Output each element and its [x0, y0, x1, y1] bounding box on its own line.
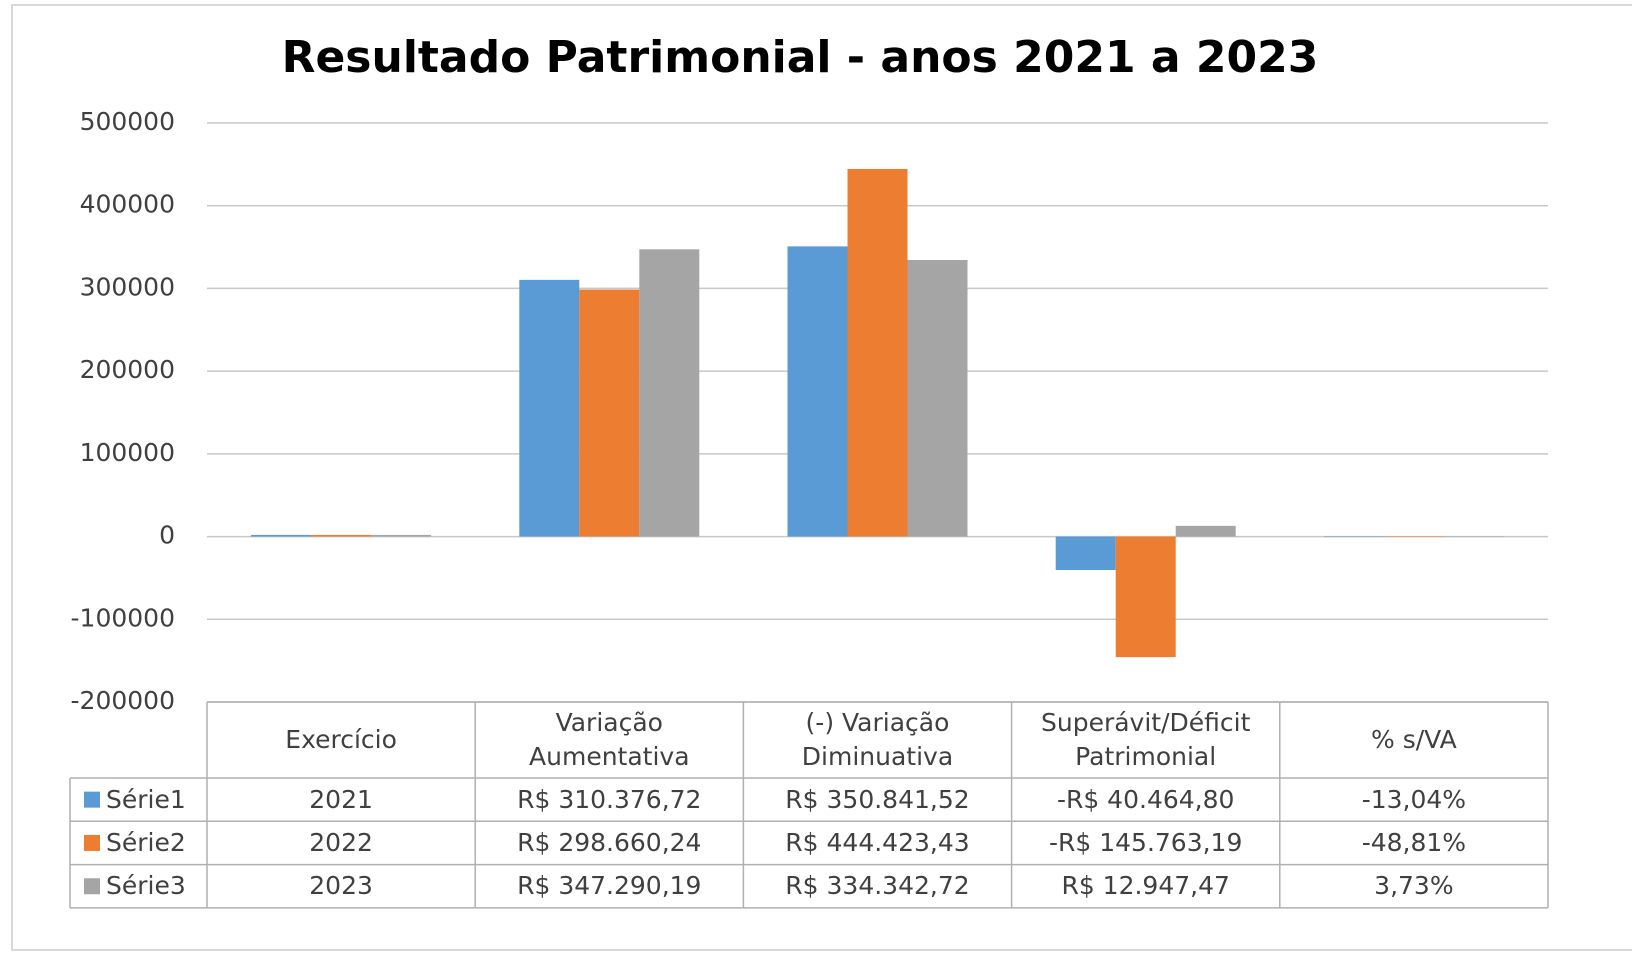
data-label: R$ 444.423,43 — [785, 827, 970, 857]
x-tick-label: % s/VA — [1371, 725, 1457, 754]
bar — [371, 534, 432, 537]
bar — [1443, 536, 1504, 538]
bar — [1323, 536, 1384, 538]
legend-swatch — [84, 791, 100, 808]
data-label: -48,81% — [1361, 827, 1467, 857]
data-label: R$ 334.342,72 — [785, 871, 970, 901]
y-tick-label: 200000 — [80, 355, 175, 384]
bar — [519, 279, 580, 537]
y-tick-label: -200000 — [71, 686, 175, 715]
y-tick-label: 100000 — [80, 438, 175, 467]
data-label: -R$ 40.464,80 — [1056, 784, 1235, 814]
y-tick-label: -100000 — [71, 603, 175, 632]
bar — [1383, 536, 1444, 538]
bar — [251, 534, 312, 537]
data-label: 2022 — [309, 827, 373, 857]
data-label: 2021 — [309, 784, 373, 814]
x-tick-label: Variação Aumentativa — [529, 708, 690, 771]
chart-title: Resultado Patrimonial - anos 2021 a 2023 — [282, 32, 1319, 83]
data-label: R$ 12.947,47 — [1061, 871, 1230, 901]
legend-label: Série1 — [106, 784, 186, 814]
data-label: -R$ 145.763,19 — [1048, 827, 1243, 857]
legend-swatch — [84, 878, 100, 895]
bar — [907, 260, 968, 537]
bar — [1175, 525, 1236, 537]
bar — [579, 289, 640, 537]
data-label: R$ 310.376,72 — [517, 784, 702, 814]
legend-label: Série2 — [106, 827, 186, 857]
data-label: -13,04% — [1361, 784, 1467, 814]
bar — [311, 534, 372, 537]
bar — [1115, 536, 1176, 658]
y-tick-label: 400000 — [80, 190, 175, 219]
x-tick-label: Superávit/Déficit Patrimonial — [1040, 708, 1251, 771]
y-tick-label: 0 — [159, 521, 175, 550]
data-label: R$ 298.660,24 — [517, 827, 702, 857]
x-tick-label: Exercício — [285, 725, 397, 754]
bar — [639, 249, 700, 537]
legend-label: Série3 — [106, 871, 186, 901]
bar — [847, 168, 908, 537]
y-tick-label: 500000 — [80, 107, 175, 136]
bar — [1055, 536, 1116, 571]
bar — [787, 246, 848, 537]
data-label: 3,73% — [1374, 871, 1454, 901]
y-tick-label: 300000 — [80, 272, 175, 301]
legend-swatch — [84, 834, 100, 851]
data-label: 2023 — [309, 871, 373, 901]
data-label: R$ 350.841,52 — [785, 784, 970, 814]
data-label: R$ 347.290,19 — [517, 871, 702, 901]
x-tick-label: (-) Variação Diminuativa — [801, 708, 954, 771]
